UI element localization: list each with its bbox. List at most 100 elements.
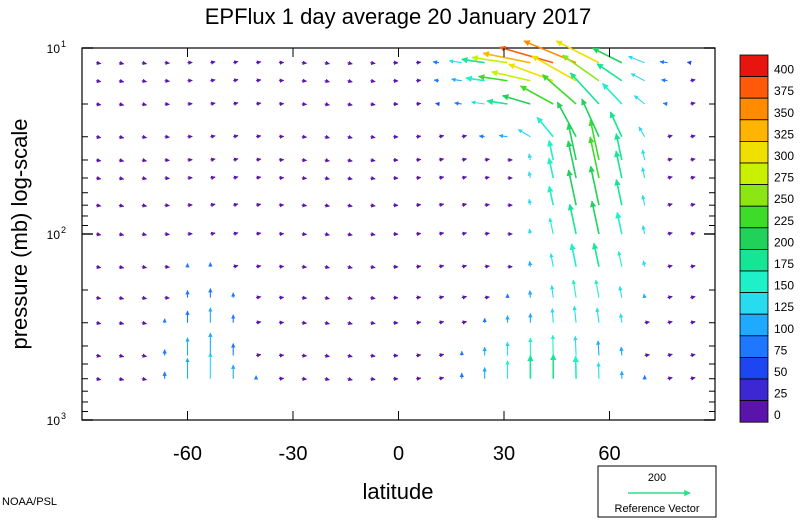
flux-vector <box>141 264 148 270</box>
flux-vector <box>416 175 422 181</box>
colorbar-swatch <box>739 248 769 272</box>
flux-vector <box>451 77 462 82</box>
flux-vector <box>491 70 531 82</box>
y-tick-exponent: 3 <box>61 411 66 421</box>
flux-vector <box>347 320 353 326</box>
colorbar-level-label: 75 <box>774 343 788 357</box>
colorbar-swatch <box>739 140 769 164</box>
flux-vector <box>324 134 330 140</box>
flux-vector <box>141 295 148 301</box>
flux-vector <box>141 232 148 237</box>
credit-label: NOAA/PSL <box>2 496 57 508</box>
flux-vector <box>370 376 376 382</box>
colorbar-swatch <box>739 313 769 337</box>
flux-vector <box>471 55 508 64</box>
flux-vector <box>438 157 445 162</box>
flux-vector <box>233 157 239 162</box>
flux-vector <box>433 78 440 83</box>
flux-vector <box>95 376 102 382</box>
flux-vector <box>571 279 577 298</box>
flux-vector <box>527 260 533 267</box>
flux-vector <box>255 295 262 300</box>
colorbar-swatch <box>739 292 769 315</box>
flux-vector <box>95 320 102 326</box>
flux-vector <box>324 158 330 163</box>
flux-vector <box>588 119 600 161</box>
flux-vector <box>531 55 577 82</box>
flux-vector <box>141 102 148 107</box>
colorbar-level-label: 375 <box>774 84 794 98</box>
flux-vector <box>567 203 577 235</box>
colorbar-swatch <box>739 76 769 99</box>
flux-vector <box>118 264 125 270</box>
flux-vector <box>95 232 102 237</box>
flux-vector <box>347 60 353 66</box>
flux-vector <box>255 101 262 106</box>
flux-vector <box>667 353 673 358</box>
flux-vector <box>416 320 422 325</box>
flux-vector <box>370 231 376 237</box>
flux-vector <box>438 320 445 325</box>
flux-vector <box>581 98 600 138</box>
flux-vector <box>569 72 600 105</box>
flux-vector <box>370 101 376 107</box>
flux-vector <box>517 129 531 138</box>
flux-vector <box>642 260 647 267</box>
flux-vector <box>614 179 623 206</box>
flux-vector <box>255 353 262 358</box>
flux-vector <box>550 308 555 323</box>
colorbar: 4003753503253002752502252001751501251007… <box>739 54 794 423</box>
flux-vector <box>210 60 216 65</box>
flux-vector <box>454 101 462 106</box>
flux-vector <box>588 136 600 179</box>
flux-vector <box>141 203 148 208</box>
flux-vector <box>641 225 646 235</box>
x-axis-ticks: -60 -30 0 30 60 <box>173 48 621 465</box>
flux-vector <box>617 250 623 267</box>
flux-vector <box>347 376 353 382</box>
flux-vector <box>618 285 623 298</box>
flux-vector <box>690 157 696 162</box>
flux-vector <box>95 295 102 301</box>
colorbar-swatch <box>739 184 769 207</box>
flux-vector <box>482 51 531 64</box>
flux-vector <box>432 60 440 65</box>
flux-vector <box>602 82 623 105</box>
flux-vector <box>370 134 376 140</box>
flux-vector <box>324 203 330 208</box>
flux-vector <box>498 45 554 64</box>
flux-vector <box>141 320 148 326</box>
flux-vector <box>630 73 645 82</box>
flux-vector <box>461 175 468 180</box>
flux-vector <box>628 55 645 64</box>
flux-vector <box>690 320 696 325</box>
flux-vector <box>233 60 239 65</box>
colorbar-level-label: 25 <box>774 387 788 401</box>
flux-vector <box>644 353 650 358</box>
flux-vector <box>619 346 624 356</box>
flux-vector <box>416 101 422 107</box>
colorbar-level-label: 225 <box>774 214 794 228</box>
flux-vector <box>370 264 376 270</box>
flux-vector <box>484 157 490 163</box>
flux-vector <box>416 202 422 208</box>
flux-vector <box>667 295 673 300</box>
flux-vector <box>324 320 330 326</box>
flux-vector <box>118 353 125 358</box>
reference-vector-label: Reference Vector <box>615 503 700 515</box>
flux-vector <box>519 85 554 105</box>
colorbar-swatch <box>739 270 769 294</box>
flux-vector <box>498 133 508 139</box>
flux-vector <box>573 335 578 356</box>
flux-vector <box>233 264 239 269</box>
flux-vector <box>566 169 577 206</box>
colorbar-level-label: 125 <box>774 300 794 314</box>
flux-vector <box>95 264 102 270</box>
flux-vector <box>347 176 353 181</box>
flux-vector <box>633 95 646 105</box>
flux-vector <box>438 231 445 236</box>
x-tick-label: -60 <box>173 443 202 465</box>
flux-vector <box>527 228 533 235</box>
flux-vector <box>233 134 239 139</box>
